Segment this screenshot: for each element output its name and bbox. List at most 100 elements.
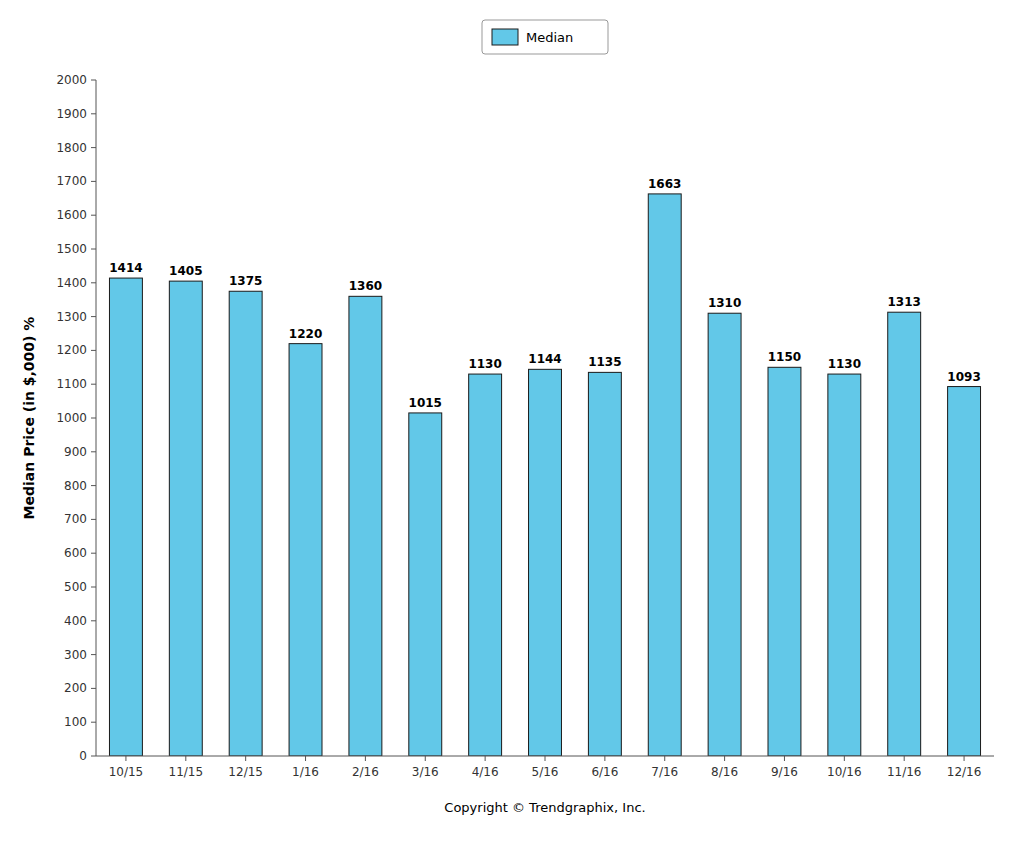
data-label: 1220 <box>289 327 322 341</box>
y-tick <box>91 756 96 757</box>
y-tick <box>91 181 96 182</box>
x-tick <box>784 756 785 761</box>
x-tick <box>964 756 965 761</box>
data-label: 1144 <box>528 352 561 366</box>
y-tick-label: 1300 <box>56 310 87 324</box>
data-label: 1663 <box>648 177 681 191</box>
legend: Median <box>482 20 608 54</box>
bar <box>349 296 382 756</box>
x-tick <box>545 756 546 761</box>
x-tick <box>365 756 366 761</box>
x-tick <box>425 756 426 761</box>
y-tick-label: 900 <box>64 445 87 459</box>
bar <box>409 413 442 756</box>
x-tick <box>904 756 905 761</box>
y-tick <box>91 384 96 385</box>
y-tick-label: 1900 <box>56 107 87 121</box>
y-tick <box>91 451 96 452</box>
data-label: 1130 <box>828 357 861 371</box>
x-tick-label: 12/16 <box>947 765 982 779</box>
x-tick-label: 2/16 <box>352 765 379 779</box>
y-tick-label: 1700 <box>56 174 87 188</box>
bar <box>948 387 981 756</box>
data-label: 1405 <box>169 264 202 278</box>
x-tick-label: 10/15 <box>109 765 144 779</box>
x-tick-label: 3/16 <box>412 765 439 779</box>
chart-svg: 1414 1405 1375 1220 1360 1015 1130 1144 1135 1663… <box>0 0 1024 852</box>
data-label: 1015 <box>409 396 442 410</box>
bar <box>469 374 502 756</box>
y-tick <box>91 249 96 250</box>
bar <box>888 312 921 756</box>
y-tick <box>91 722 96 723</box>
legend-frame <box>482 20 608 54</box>
y-tick-label: 1500 <box>56 242 87 256</box>
y-tick <box>91 147 96 148</box>
y-tick-label: 400 <box>64 614 87 628</box>
y-tick-label: 1400 <box>56 276 87 290</box>
data-label: 1150 <box>768 350 801 364</box>
chart-container: 1414 1405 1375 1220 1360 1015 1130 1144 1135 1663… <box>0 0 1024 852</box>
y-tick <box>91 485 96 486</box>
x-tick-label: 5/16 <box>532 765 559 779</box>
bar <box>109 278 142 756</box>
data-label: 1375 <box>229 274 262 288</box>
x-tick <box>125 756 126 761</box>
y-tick-label: 0 <box>79 749 87 763</box>
y-tick-label: 1600 <box>56 208 87 222</box>
y-tick-label: 100 <box>64 715 87 729</box>
x-tick-label: 11/15 <box>169 765 204 779</box>
y-tick-label: 1800 <box>56 141 87 155</box>
y-tick-label: 700 <box>64 512 87 526</box>
x-tick <box>664 756 665 761</box>
data-label: 1093 <box>947 370 980 384</box>
data-label: 1360 <box>349 279 382 293</box>
y-tick <box>91 316 96 317</box>
y-tick <box>91 80 96 81</box>
y-tick-label: 300 <box>64 648 87 662</box>
bar <box>648 194 681 756</box>
axes: 0100200300400500600700800900100011001200… <box>56 73 994 779</box>
y-tick <box>91 587 96 588</box>
y-tick-label: 800 <box>64 479 87 493</box>
data-labels: 1414 1405 1375 1220 1360 1015 1130 1144 1135 1663… <box>109 177 981 410</box>
x-tick <box>305 756 306 761</box>
data-label: 1135 <box>588 355 621 369</box>
x-tick <box>245 756 246 761</box>
bar <box>828 374 861 756</box>
y-tick-label: 2000 <box>56 73 87 87</box>
data-label: 1414 <box>109 261 142 275</box>
x-tick <box>485 756 486 761</box>
bar <box>169 281 202 756</box>
y-tick <box>91 688 96 689</box>
y-tick <box>91 282 96 283</box>
data-label: 1310 <box>708 296 741 310</box>
x-tick-label: 4/16 <box>472 765 499 779</box>
x-tick-label: 7/16 <box>651 765 678 779</box>
bar <box>229 291 262 756</box>
y-tick-label: 200 <box>64 681 87 695</box>
x-tick-label: 11/16 <box>887 765 922 779</box>
y-tick <box>91 350 96 351</box>
data-label: 1130 <box>468 357 501 371</box>
x-tick <box>844 756 845 761</box>
x-tick-label: 6/16 <box>591 765 618 779</box>
y-tick-label: 1000 <box>56 411 87 425</box>
x-tick-label: 8/16 <box>711 765 738 779</box>
bars <box>109 194 980 756</box>
y-tick <box>91 553 96 554</box>
y-tick <box>91 215 96 216</box>
x-tick-label: 9/16 <box>771 765 798 779</box>
y-tick <box>91 519 96 520</box>
legend-swatch <box>492 29 518 45</box>
y-tick <box>91 418 96 419</box>
x-axis-label: Copyright © Trendgraphix, Inc. <box>444 800 645 815</box>
y-axis-label: Median Price (in $,000) % <box>21 317 37 520</box>
legend-label: Median <box>526 30 573 45</box>
bar <box>289 344 322 756</box>
y-tick <box>91 113 96 114</box>
bar <box>768 367 801 756</box>
y-tick-label: 1200 <box>56 343 87 357</box>
y-tick-label: 600 <box>64 546 87 560</box>
x-tick-label: 12/15 <box>228 765 263 779</box>
